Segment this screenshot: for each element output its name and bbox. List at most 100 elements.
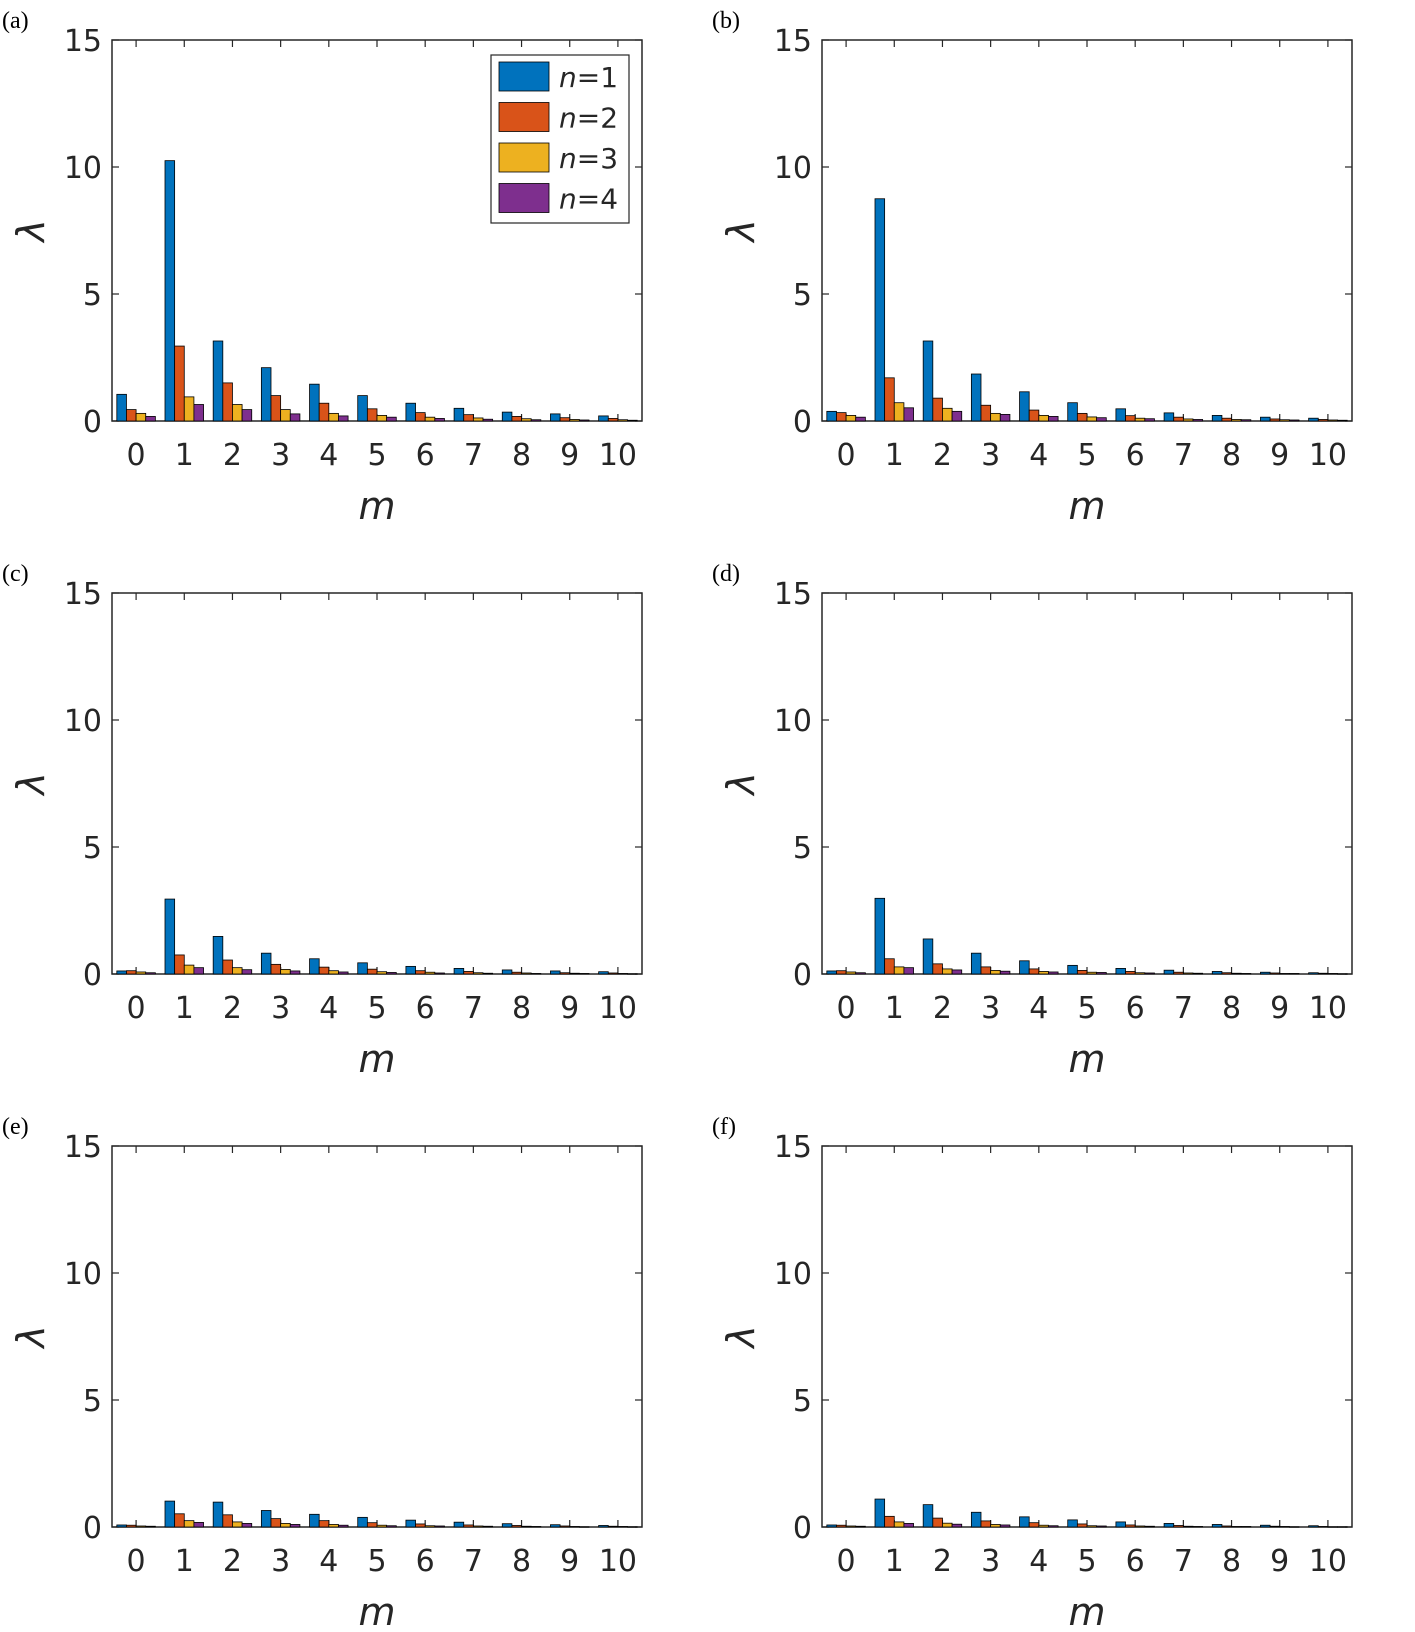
bar-n3 bbox=[1086, 971, 1098, 975]
bar-n4 bbox=[951, 1523, 963, 1528]
x-tick-label: 1 bbox=[175, 438, 194, 473]
bar-n1 bbox=[826, 410, 837, 422]
bar-n3 bbox=[472, 417, 484, 422]
bar-n4 bbox=[193, 967, 204, 975]
y-tick-label: 15 bbox=[64, 577, 102, 612]
panel-label: (d) bbox=[712, 561, 740, 587]
bar-n4 bbox=[241, 1523, 253, 1528]
x-tick-label: 3 bbox=[981, 1544, 1000, 1579]
bar-n2 bbox=[1269, 972, 1281, 975]
bar-n2 bbox=[1076, 412, 1088, 422]
bar-n1 bbox=[116, 970, 127, 975]
bar-n4 bbox=[530, 419, 542, 422]
bar-n1 bbox=[550, 970, 561, 975]
bar-n2 bbox=[1125, 415, 1136, 422]
bar-n2 bbox=[126, 1524, 137, 1528]
y-tick-label: 10 bbox=[64, 151, 102, 186]
x-tick-label: 10 bbox=[1309, 1544, 1347, 1579]
x-tick-label: 6 bbox=[416, 1544, 435, 1579]
x-tick-label: 8 bbox=[512, 1544, 531, 1579]
bar-n2 bbox=[463, 414, 474, 422]
x-axis-title: m bbox=[358, 1037, 395, 1081]
bar-n1 bbox=[598, 971, 609, 975]
x-tick-label: 10 bbox=[599, 991, 637, 1026]
bar-n3 bbox=[1279, 1526, 1290, 1528]
bar-n3 bbox=[232, 1521, 243, 1528]
bar-n4 bbox=[903, 967, 914, 975]
x-tick-label: 1 bbox=[885, 1544, 904, 1579]
legend-swatch bbox=[498, 61, 550, 92]
bar-n4 bbox=[482, 1525, 494, 1528]
bar-n2 bbox=[1269, 418, 1281, 422]
plot-area bbox=[821, 39, 1353, 422]
bar-n2 bbox=[836, 412, 847, 422]
bar-n2 bbox=[932, 963, 943, 975]
bar-n1 bbox=[1115, 968, 1126, 975]
bar-n3 bbox=[893, 402, 905, 422]
bar-n3 bbox=[1086, 1525, 1098, 1528]
bar-n1 bbox=[212, 340, 224, 422]
y-axis-title: λ bbox=[719, 219, 763, 244]
bar-n4 bbox=[999, 1524, 1011, 1528]
bar-n3 bbox=[617, 419, 628, 422]
bar-n2 bbox=[884, 377, 895, 422]
bar-n2 bbox=[318, 1520, 330, 1528]
bar-n4 bbox=[482, 418, 494, 422]
x-tick-label: 4 bbox=[1029, 438, 1048, 473]
bar-n2 bbox=[607, 972, 619, 975]
x-tick-label: 1 bbox=[175, 1544, 194, 1579]
bar-n4 bbox=[1048, 416, 1059, 422]
bar-n2 bbox=[126, 970, 137, 975]
bar-n4 bbox=[578, 973, 590, 975]
bar-n2 bbox=[1125, 971, 1136, 975]
bar-n2 bbox=[932, 397, 943, 422]
x-tick-label: 7 bbox=[1174, 438, 1193, 473]
x-axis-title: m bbox=[1068, 484, 1105, 528]
x-tick-label: 6 bbox=[416, 991, 435, 1026]
bar-n1 bbox=[453, 968, 465, 975]
bar-n1 bbox=[874, 897, 886, 975]
bar-n4 bbox=[1288, 1526, 1300, 1528]
bar-n1 bbox=[826, 970, 837, 975]
bar-n4 bbox=[145, 1525, 156, 1528]
x-tick-label: 8 bbox=[1222, 1544, 1241, 1579]
x-tick-label: 7 bbox=[464, 991, 483, 1026]
bar-n3 bbox=[990, 1524, 1001, 1528]
bar-n2 bbox=[980, 966, 992, 975]
y-axis-title: λ bbox=[719, 772, 763, 797]
bar-n3 bbox=[1182, 418, 1194, 422]
x-axis-title: m bbox=[358, 1590, 395, 1632]
bar-n3 bbox=[328, 1524, 339, 1528]
x-tick-label: 4 bbox=[319, 1544, 338, 1579]
bar-n2 bbox=[511, 971, 522, 975]
bar-n4 bbox=[482, 972, 494, 975]
bar-n2 bbox=[415, 412, 426, 422]
bar-n1 bbox=[874, 198, 886, 422]
bar-n4 bbox=[1192, 972, 1204, 975]
legend-entry: n=2 bbox=[559, 102, 618, 135]
bar-n4 bbox=[338, 971, 349, 975]
y-tick-label: 5 bbox=[793, 278, 812, 313]
x-tick-label: 6 bbox=[1126, 1544, 1145, 1579]
bar-n3 bbox=[1327, 419, 1338, 422]
bar-n1 bbox=[1115, 408, 1126, 422]
y-tick-label: 10 bbox=[774, 704, 812, 739]
x-tick-label: 3 bbox=[271, 1544, 290, 1579]
bar-n4 bbox=[338, 1524, 349, 1528]
bar-n3 bbox=[569, 419, 580, 422]
x-tick-label: 4 bbox=[1029, 1544, 1048, 1579]
bar-n1 bbox=[501, 1523, 513, 1528]
plot-area bbox=[111, 1145, 643, 1528]
y-tick-label: 15 bbox=[774, 577, 812, 612]
bar-n1 bbox=[116, 1524, 127, 1528]
y-tick-label: 0 bbox=[83, 405, 102, 440]
y-tick-label: 15 bbox=[774, 1130, 812, 1165]
x-tick-label: 9 bbox=[560, 991, 579, 1026]
bar-n3 bbox=[1134, 417, 1146, 422]
bar-n3 bbox=[1231, 419, 1242, 422]
bar-n1 bbox=[357, 1516, 368, 1528]
bar-n2 bbox=[1028, 968, 1040, 975]
bar-n4 bbox=[145, 972, 156, 975]
bar-n2 bbox=[318, 966, 330, 975]
